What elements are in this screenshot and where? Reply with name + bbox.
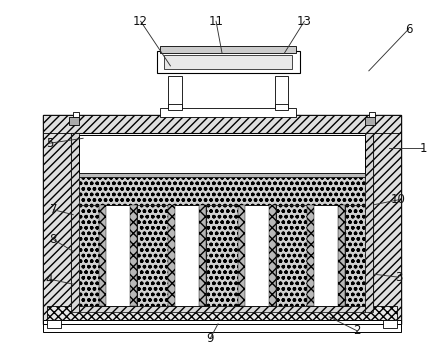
Text: 11: 11 [209, 15, 223, 28]
Bar [168, 205, 175, 306]
Bar [160, 46, 297, 53]
Bar [48, 320, 61, 328]
Polygon shape [44, 116, 400, 133]
Bar [274, 76, 289, 116]
Bar [71, 133, 373, 312]
Text: 4: 4 [46, 273, 53, 286]
Bar [327, 177, 365, 205]
Polygon shape [373, 116, 400, 324]
Bar [160, 107, 297, 118]
Bar [79, 173, 365, 177]
Bar [48, 306, 396, 320]
Bar [338, 205, 345, 306]
Bar [44, 324, 400, 332]
Bar [99, 205, 106, 306]
Bar [79, 177, 117, 205]
Bar [168, 205, 206, 306]
Bar [99, 205, 137, 306]
Bar [238, 205, 245, 306]
Bar [269, 205, 276, 306]
Text: 3: 3 [395, 271, 402, 284]
Polygon shape [44, 116, 71, 324]
Text: 2: 2 [353, 324, 361, 337]
Bar [383, 320, 396, 328]
Bar [44, 320, 400, 324]
Bar [164, 55, 293, 69]
Bar [73, 112, 79, 118]
Bar [79, 177, 365, 205]
Text: 1: 1 [420, 142, 427, 155]
Bar [365, 118, 375, 125]
Polygon shape [79, 306, 365, 312]
Text: 10: 10 [391, 193, 406, 206]
Bar [307, 205, 314, 306]
Polygon shape [71, 133, 79, 312]
Text: 5: 5 [46, 137, 53, 150]
Bar [168, 76, 182, 116]
Text: 12: 12 [133, 15, 148, 28]
Bar [79, 135, 365, 173]
Bar [199, 205, 206, 306]
Bar [238, 205, 276, 306]
Text: 13: 13 [297, 15, 312, 28]
Bar [157, 51, 301, 73]
Text: 6: 6 [405, 23, 412, 36]
Text: 8: 8 [50, 233, 57, 246]
Bar [307, 205, 345, 306]
Bar [274, 104, 289, 110]
Bar [44, 116, 400, 324]
Bar [130, 205, 137, 306]
Bar [168, 104, 182, 110]
Text: 9: 9 [206, 332, 214, 345]
Polygon shape [365, 133, 373, 312]
Bar [69, 118, 79, 125]
Bar [369, 112, 375, 118]
Text: 7: 7 [50, 203, 57, 216]
Polygon shape [71, 312, 373, 324]
Bar [79, 205, 365, 306]
